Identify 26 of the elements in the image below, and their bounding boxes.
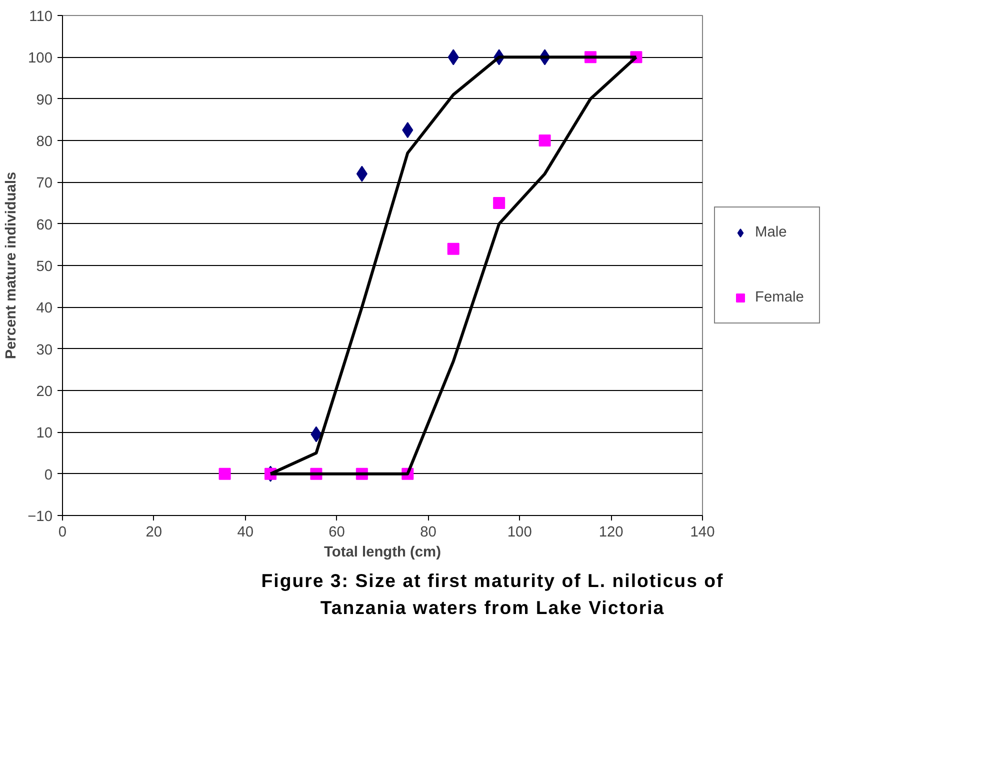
x-axis-title: Total length (cm) <box>324 544 442 560</box>
x-tick-label: 20 <box>146 524 162 540</box>
x-tick-label: 100 <box>507 524 532 540</box>
y-tick-label: 20 <box>36 384 53 400</box>
y-tick-label: −10 <box>28 509 53 525</box>
y-tick-label: 10 <box>36 426 53 442</box>
x-tick-label: 120 <box>598 524 624 540</box>
y-tick-label: 40 <box>36 300 53 317</box>
x-tick-label: 0 <box>58 524 67 540</box>
y-tick-label: 110 <box>29 9 53 25</box>
y-axis-title: Percent mature individuals <box>4 172 20 360</box>
y-tick-label: 0 <box>44 467 53 484</box>
legend-label: Female <box>755 290 804 306</box>
x-tick-label: 60 <box>328 524 345 540</box>
text: Figure 3: Size at first maturity of L. niloticus of Tanzania waters from Lake Victoria <box>260 569 725 620</box>
y-tick-label: 30 <box>36 342 53 358</box>
x-tick-label: 140 <box>690 524 715 540</box>
y-tick-label: 70 <box>36 176 53 192</box>
y-tick-label: 50 <box>36 259 53 275</box>
x-tick-label: 80 <box>420 524 436 540</box>
legend-label: Male <box>755 224 787 240</box>
y-tick-label: 90 <box>36 92 53 108</box>
x-tick-label: 40 <box>237 524 254 540</box>
y-tick-label: 60 <box>36 217 53 234</box>
y-tick-label: 100 <box>28 50 53 67</box>
y-tick-label: 80 <box>36 134 53 150</box>
